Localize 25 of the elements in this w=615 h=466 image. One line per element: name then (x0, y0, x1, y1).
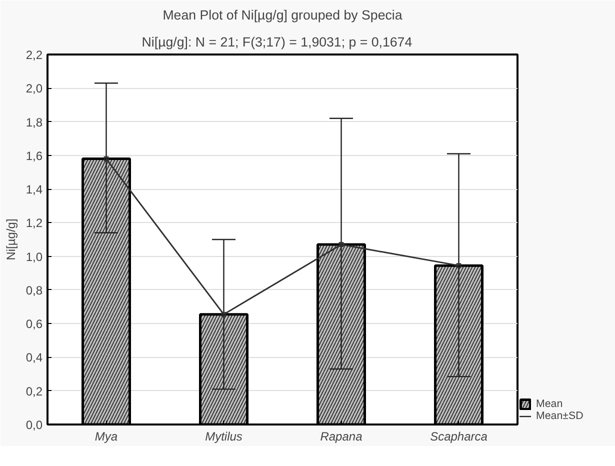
x-tick-label: Rapana (320, 430, 363, 444)
x-tick-label: Mya (94, 430, 118, 444)
y-tick-label: 2,0 (26, 82, 43, 96)
y-tick-label: 1,4 (26, 182, 43, 197)
text: Mean±SD (536, 410, 584, 422)
point (221, 312, 226, 317)
x-tick-label: Scapharca (430, 430, 488, 444)
y-tick-label: 0,2 (26, 384, 43, 398)
legend-label: Mean (536, 398, 563, 410)
y-tick-label: 1,2 (26, 216, 43, 230)
point (338, 242, 344, 248)
y-tick-label: 1,8 (26, 115, 43, 130)
chart-subtitle: Ni[µg/g]: N = 21; F(3;17) = 1,9031; p = 0,1674 (142, 34, 413, 50)
point (104, 156, 109, 162)
y-axis-title: Ni[µg/g] (4, 218, 18, 260)
y-tick-label: 0,8 (26, 283, 43, 298)
y-tick-label: 0,6 (26, 317, 43, 332)
y-tick-label: 1,0 (26, 250, 43, 264)
y-tick-label: 1,6 (26, 148, 43, 163)
y-tick-label: 0,0 (26, 418, 43, 432)
x-tick-label: Mytilus (205, 430, 242, 444)
chart-title: Mean Plot of Ni[µg/g] grouped by Specia (162, 8, 403, 22)
y-tick-label: 0,4 (26, 350, 43, 365)
y-tick-label: 2,2 (26, 48, 43, 62)
point (456, 263, 462, 268)
